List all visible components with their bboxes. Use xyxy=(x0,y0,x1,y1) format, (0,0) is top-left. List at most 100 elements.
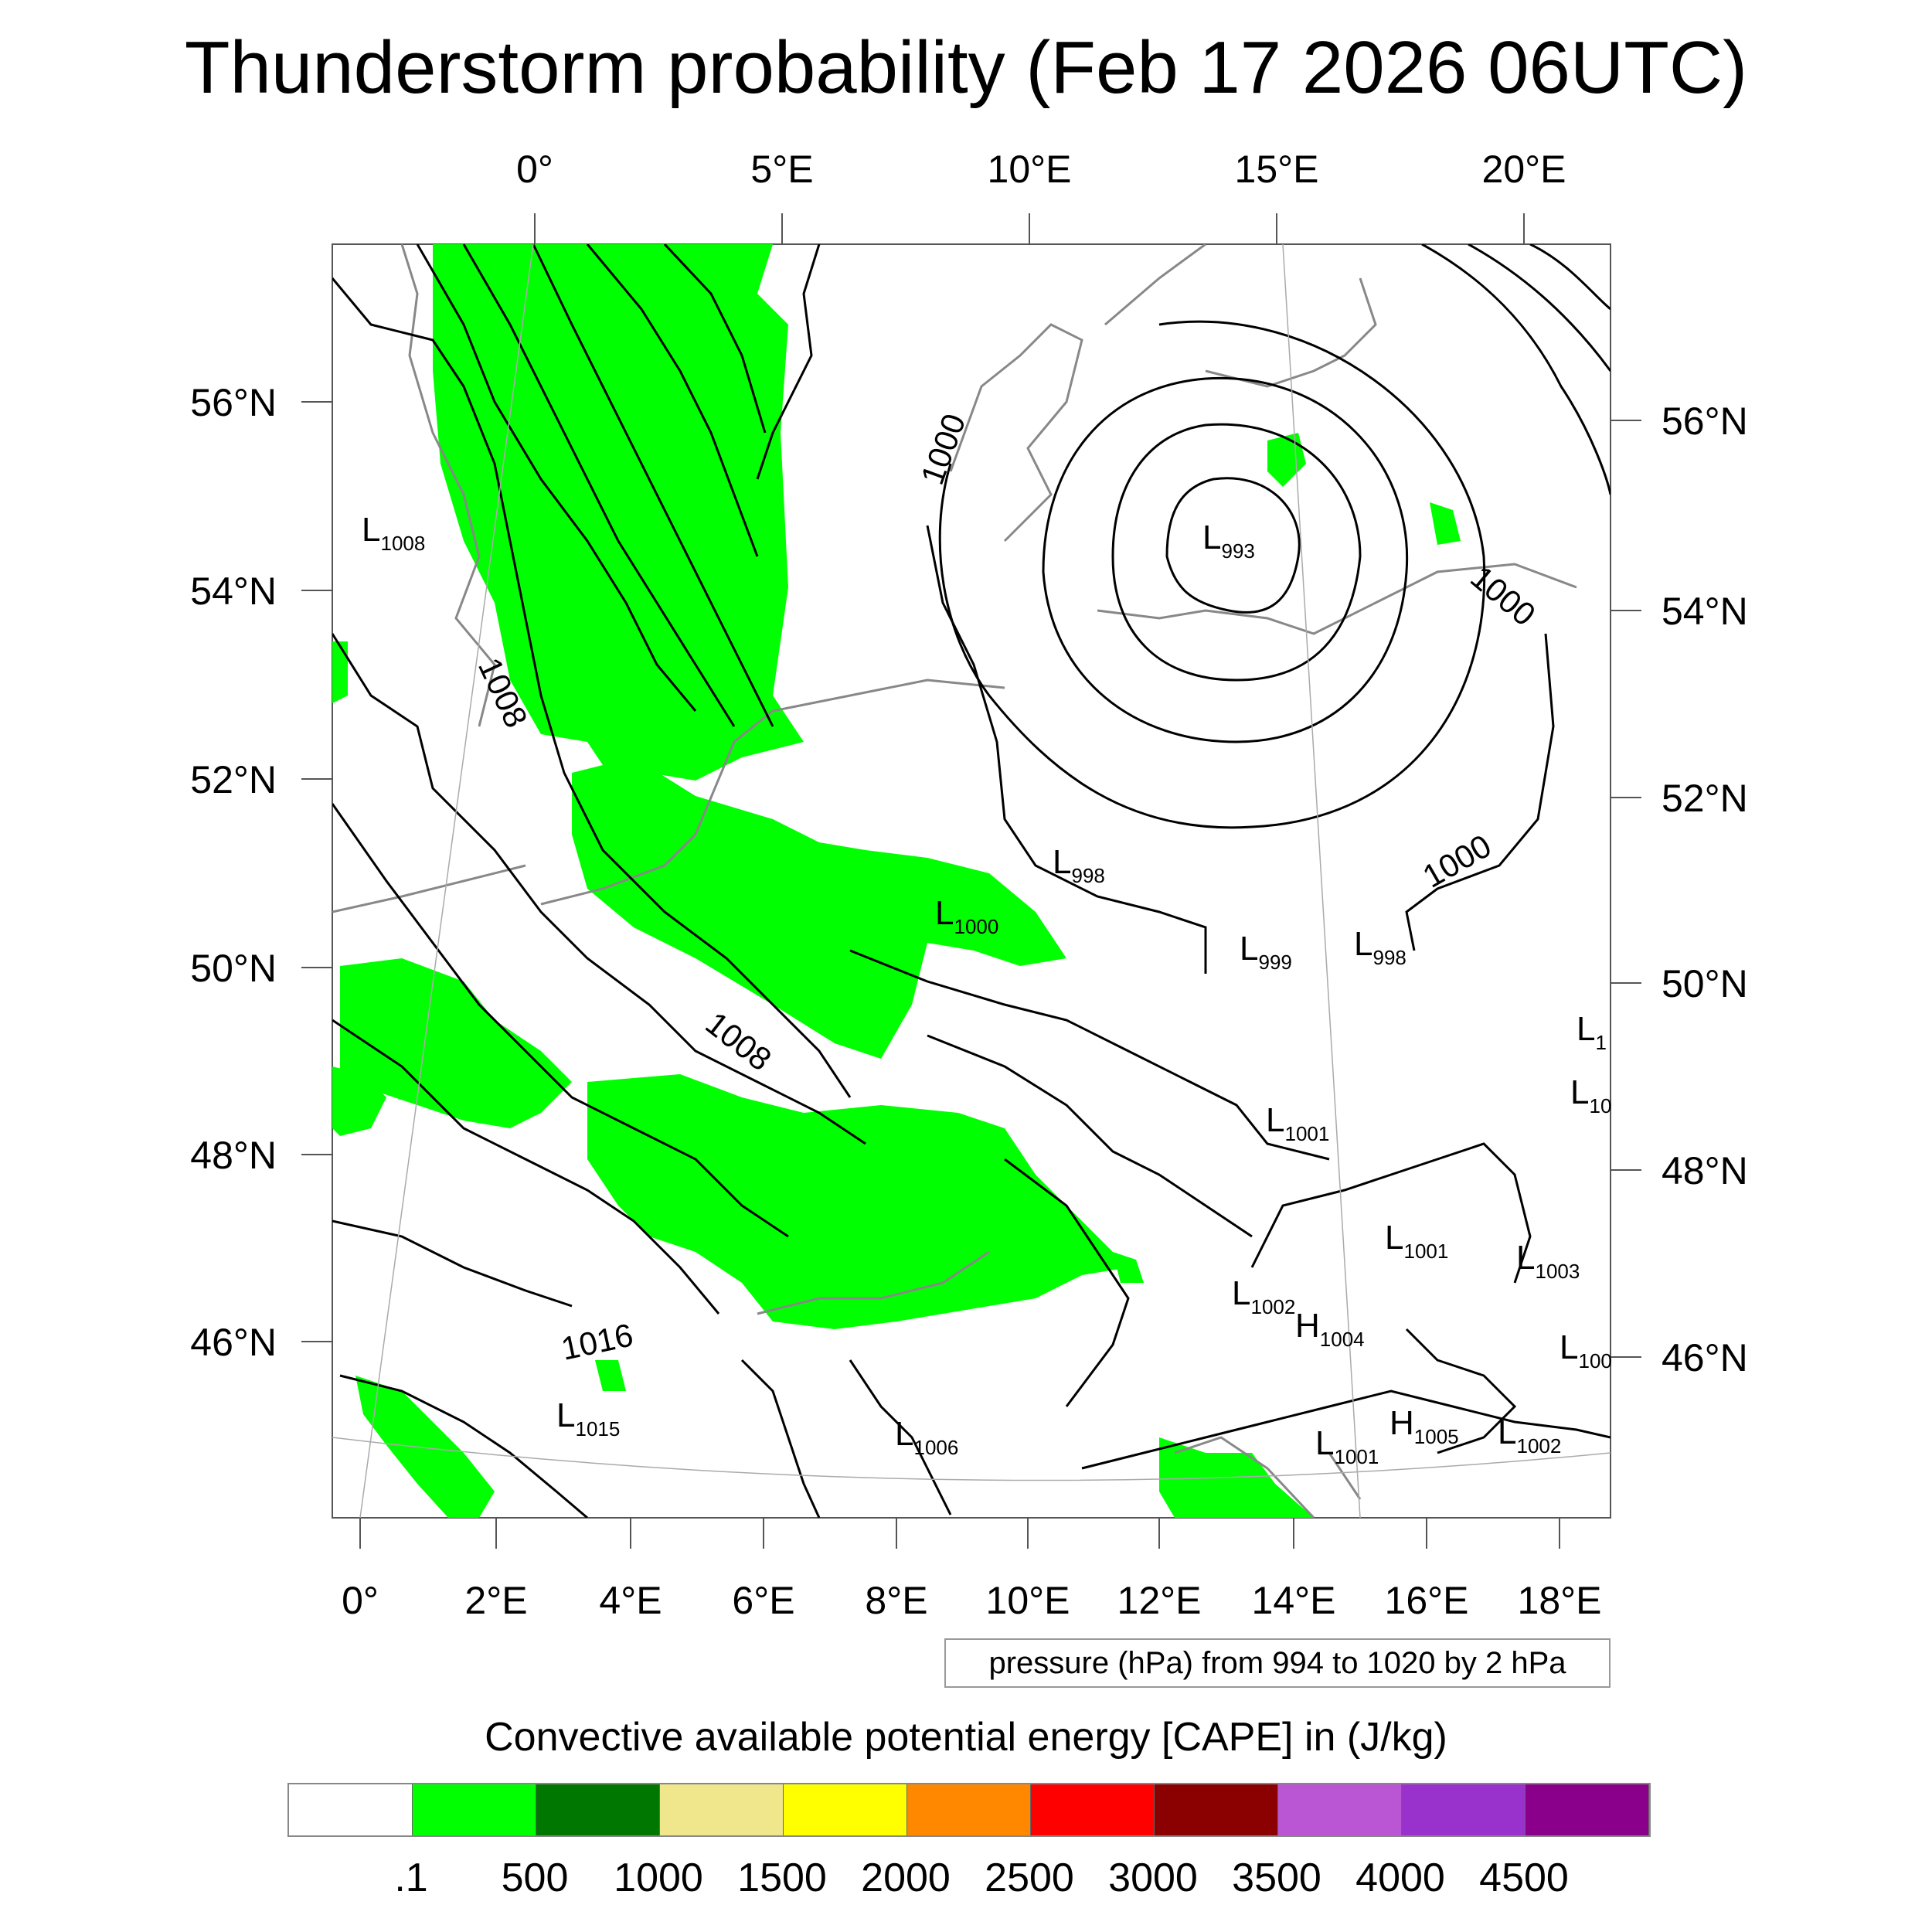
cape-region-southwest xyxy=(355,1376,495,1518)
isobar-line xyxy=(756,244,821,480)
isobar-line xyxy=(740,1359,821,1518)
isobar-line xyxy=(1529,244,1611,311)
isobar-1008-west xyxy=(332,277,852,1098)
isobar-line xyxy=(416,244,697,712)
parallel-line xyxy=(332,1437,1611,1481)
colorbar-tick-label: 2500 xyxy=(985,1855,1074,1900)
pressure-center-label: L1002 xyxy=(1498,1413,1561,1458)
lon-label: 5°E xyxy=(750,148,813,191)
pressure-center-label: L993 xyxy=(1202,519,1255,563)
colorbar-swatch xyxy=(289,1784,413,1835)
lon-label: 10°E xyxy=(986,1579,1070,1622)
isobar-line xyxy=(332,633,866,1145)
isobar-line xyxy=(926,525,1207,974)
colorbar-tick-label: .1 xyxy=(394,1855,428,1900)
colorbar-tick-label: 4000 xyxy=(1355,1855,1445,1900)
cape-region-lake xyxy=(595,1360,626,1391)
right-latitude-labels: 56°N 54°N 52°N 50°N 48°N 46°N xyxy=(1662,400,1748,1379)
pressure-center-label: H1004 xyxy=(1295,1307,1365,1351)
lon-label: 10°E xyxy=(988,148,1072,191)
isobar-line xyxy=(462,244,736,727)
colorbar-swatch xyxy=(660,1784,784,1835)
isobar-low-ring xyxy=(1042,376,1409,743)
coastline-adriatic xyxy=(1174,1436,1362,1518)
colorbar-swatch xyxy=(1402,1784,1526,1835)
top-longitude-labels: 0° 5°E 10°E 15°E 20°E xyxy=(516,148,1566,191)
isobar-line xyxy=(339,1374,588,1518)
pressure-center-label: L1006 xyxy=(895,1415,958,1459)
pressure-center-label: L998 xyxy=(1053,843,1105,887)
colorbar-swatch xyxy=(1526,1784,1649,1835)
pressure-center-label: L1015 xyxy=(556,1396,620,1440)
pressure-center-label: L1001 xyxy=(1266,1101,1329,1145)
colorbar-tick-label: 2000 xyxy=(861,1855,951,1900)
lon-label: 8°E xyxy=(865,1579,927,1622)
colorbar-title: Convective available potential energy [C… xyxy=(485,1715,1447,1760)
cape-region-germany-south xyxy=(587,1074,1128,1329)
lat-label: 48°N xyxy=(1662,1149,1748,1192)
coastline-britain-south xyxy=(332,864,526,913)
cape-region-west-edge xyxy=(332,641,348,703)
colorbar-tick-label: 1000 xyxy=(614,1855,703,1900)
isobar-line xyxy=(663,244,767,434)
colorbar-swatch xyxy=(1155,1784,1278,1835)
pressure-center-label: L1003 xyxy=(1516,1239,1580,1283)
isobar-low-center xyxy=(1165,477,1301,614)
lon-label: 2°E xyxy=(464,1579,527,1622)
border-alps xyxy=(757,1250,990,1315)
pressure-center-label: L1 xyxy=(1577,1010,1607,1054)
cape-region-france-west xyxy=(332,1066,386,1136)
coastline-denmark xyxy=(949,323,1083,543)
colorbar-tick-label: 3500 xyxy=(1232,1855,1321,1900)
left-latitude-labels: 56°N 54°N 52°N 50°N 48°N 46°N xyxy=(190,381,277,1364)
colorbar-swatch xyxy=(784,1784,907,1835)
colorbar-swatch xyxy=(1278,1784,1402,1835)
colorbar-tick-label: 4500 xyxy=(1479,1855,1569,1900)
lon-label: 12°E xyxy=(1117,1579,1202,1622)
colorbar-tick-label: 500 xyxy=(501,1855,569,1900)
lat-label: 52°N xyxy=(190,758,277,801)
colorbar-tick-label: 3000 xyxy=(1108,1855,1198,1900)
lat-label: 46°N xyxy=(1662,1336,1748,1379)
cape-fill-regions xyxy=(332,244,1461,1518)
pressure-center-label: L998 xyxy=(1354,925,1406,969)
bottom-longitude-labels: 0° 2°E 4°E 6°E 8°E 10°E 12°E 14°E 16°E 1… xyxy=(342,1579,1601,1622)
pressure-center-label: L1001 xyxy=(1385,1219,1448,1263)
pressure-center-label: L100 xyxy=(1560,1328,1612,1372)
coastline-baltic-south xyxy=(1097,563,1577,635)
colorbar-swatch xyxy=(413,1784,536,1835)
lat-label: 56°N xyxy=(1662,400,1748,443)
isobar-line xyxy=(849,1359,952,1515)
lon-label: 0° xyxy=(516,148,553,191)
isobar-line xyxy=(332,1219,573,1308)
pressure-center-label: L10 xyxy=(1570,1073,1611,1117)
coastline-britain-east xyxy=(400,244,496,727)
colorbar-swatch xyxy=(1031,1784,1155,1835)
colorbar xyxy=(287,1783,1651,1837)
isobar-line xyxy=(1421,244,1611,495)
isobar-line xyxy=(532,244,774,727)
coastlines xyxy=(332,244,1577,1518)
isobar-low-ring xyxy=(1111,423,1362,682)
isobar-line xyxy=(927,1034,1253,1238)
lat-label: 50°N xyxy=(1662,962,1748,1005)
cape-region-alps-east xyxy=(1113,1252,1144,1283)
contour-info-box: pressure (hPa) from 994 to 1020 by 2 hPa xyxy=(944,1638,1611,1688)
isobar-line xyxy=(332,803,789,1238)
isobars xyxy=(332,244,1611,1518)
meridian-line xyxy=(1282,244,1361,1518)
colorbar-swatch xyxy=(907,1784,1031,1835)
lon-label: 6°E xyxy=(732,1579,794,1622)
isobar-line xyxy=(1081,1389,1611,1470)
lat-label: 56°N xyxy=(190,381,277,424)
cape-region-north-sea xyxy=(433,244,804,781)
lon-label: 14°E xyxy=(1252,1579,1336,1622)
lat-label: 50°N xyxy=(190,947,277,990)
plot-area: 0° 5°E 10°E 15°E 20°E 0° 2°E 4°E 6°E 8°E… xyxy=(190,148,1747,1622)
pressure-center-label: L1008 xyxy=(362,511,425,555)
lon-label: 0° xyxy=(342,1579,379,1622)
pressure-center-label: L1002 xyxy=(1232,1274,1295,1318)
coastline-continent xyxy=(540,679,1005,906)
lon-label: 4°E xyxy=(599,1579,662,1622)
